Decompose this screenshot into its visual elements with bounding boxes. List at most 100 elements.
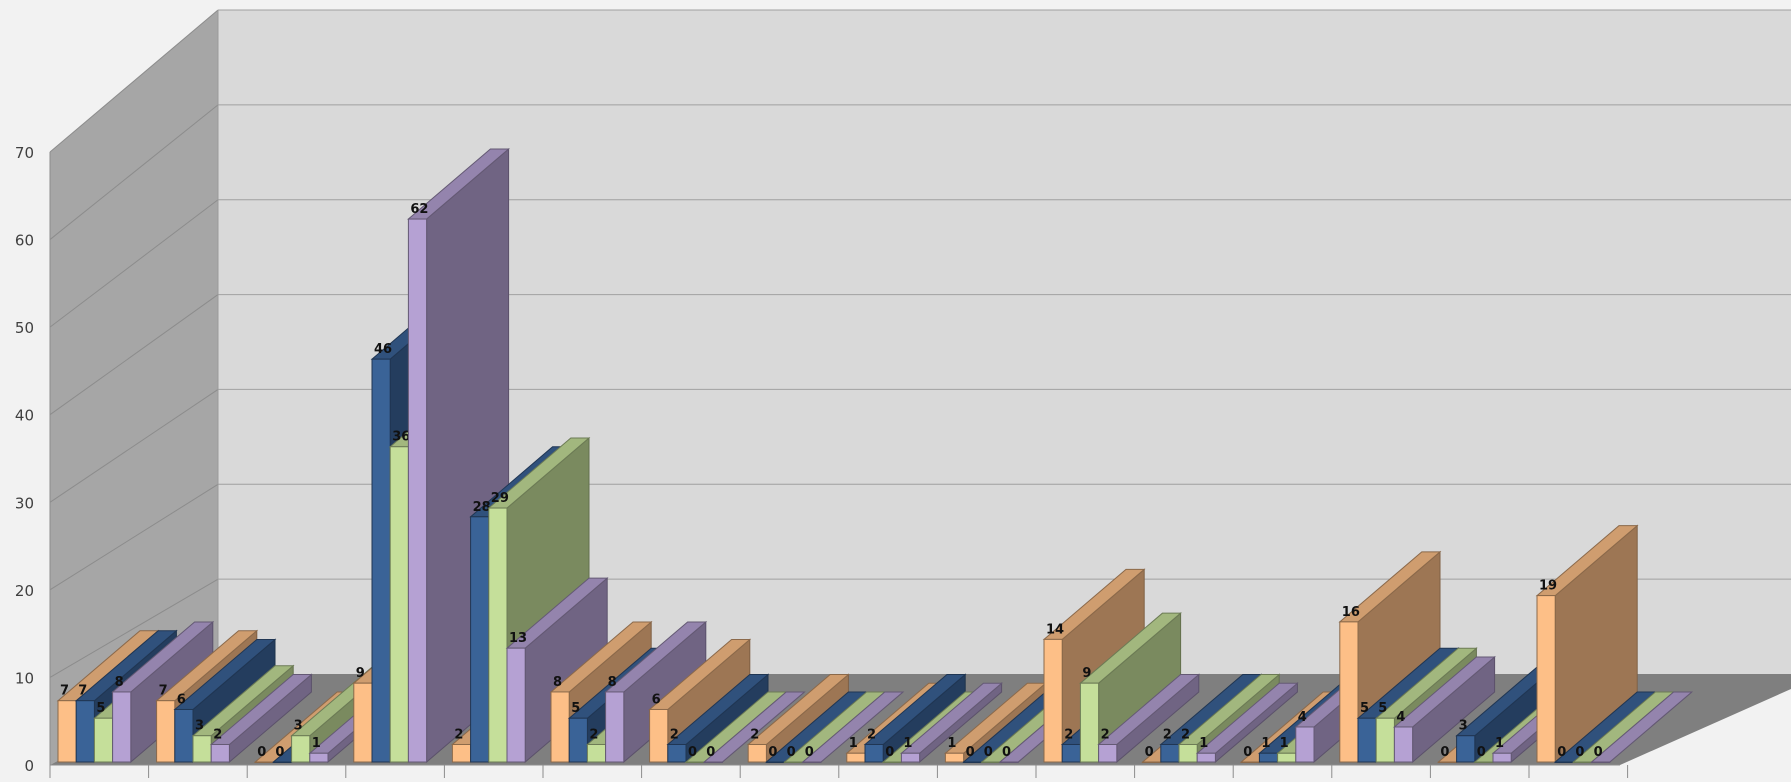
bar-label: 8 — [115, 675, 124, 690]
bar-label: 3 — [195, 719, 204, 734]
bar-label: 2 — [1064, 727, 1073, 742]
bar — [1339, 621, 1359, 763]
bar-label: 16 — [1342, 605, 1360, 620]
bar-label: 13 — [509, 631, 527, 646]
bar-label: 0 — [1575, 745, 1584, 760]
bar — [1393, 726, 1414, 763]
bar-label: 2 — [1163, 727, 1172, 742]
bar-label: 8 — [608, 675, 617, 690]
bar — [1061, 743, 1081, 763]
bar-label: 7 — [159, 684, 168, 699]
bar-label: 7 — [60, 684, 69, 699]
bar — [156, 700, 176, 763]
bar — [210, 743, 230, 763]
gridline-side — [49, 294, 219, 416]
bar — [1357, 717, 1377, 763]
bar-label: 36 — [392, 430, 410, 445]
bar-label: 0 — [1243, 745, 1252, 760]
bar — [451, 743, 472, 763]
bar — [999, 761, 1019, 763]
bar — [1098, 743, 1118, 763]
bar — [174, 708, 194, 763]
bar — [963, 761, 983, 763]
gridline-side — [49, 104, 219, 240]
bar-label: 9 — [356, 666, 365, 681]
gridline-side — [49, 9, 219, 153]
bar-label: 46 — [374, 342, 392, 357]
bar — [1437, 761, 1458, 763]
bar-label: 0 — [1145, 745, 1154, 760]
bar — [864, 743, 884, 763]
bar-label: 29 — [491, 491, 509, 506]
bar — [685, 761, 705, 763]
bar — [1043, 638, 1063, 763]
bar-label: 14 — [1046, 622, 1064, 637]
bar — [57, 700, 77, 763]
bar — [586, 743, 607, 763]
bar-label: 3 — [294, 719, 303, 734]
bar-label: 0 — [1594, 745, 1603, 760]
bar — [407, 218, 428, 763]
bar — [1196, 752, 1216, 763]
bar-label: 2 — [1101, 727, 1110, 742]
y-tick-label: 10 — [15, 669, 34, 687]
bar — [1142, 761, 1162, 763]
bar — [1536, 595, 1556, 763]
bar — [846, 752, 866, 763]
bar-label: 62 — [410, 202, 428, 217]
bar-label: 0 — [257, 745, 266, 760]
bar-label: 1 — [312, 736, 321, 751]
bar-label: 0 — [1440, 745, 1449, 760]
bar-label: 2 — [1181, 727, 1190, 742]
bar-label: 0 — [1477, 745, 1486, 760]
bar-label: 0 — [688, 745, 697, 760]
bar — [1079, 682, 1100, 763]
bar-label: 3 — [1459, 719, 1468, 734]
bar-label: 2 — [454, 727, 463, 742]
bar — [1178, 743, 1198, 763]
bar-label: 0 — [966, 745, 975, 760]
bar — [1572, 761, 1593, 763]
bar-label: 0 — [984, 745, 993, 760]
bar-label: 8 — [553, 675, 562, 690]
bar — [900, 752, 921, 763]
bar — [1240, 761, 1260, 763]
bar-label: 5 — [1378, 701, 1387, 716]
gridline-side — [49, 199, 219, 328]
bar — [112, 691, 132, 763]
bar — [309, 752, 329, 763]
y-tick-label: 40 — [15, 407, 34, 425]
bar-label: 1 — [1261, 736, 1270, 751]
bar — [93, 717, 114, 763]
bar — [1277, 752, 1297, 763]
bar-label: 0 — [706, 745, 715, 760]
bar — [506, 647, 526, 763]
side-wall — [50, 10, 218, 765]
bar — [1554, 761, 1574, 763]
gridline-side — [49, 389, 219, 503]
bar-label: 0 — [768, 745, 777, 760]
bar — [470, 516, 490, 763]
bar — [353, 682, 373, 763]
bar-label: 2 — [750, 727, 759, 742]
bar-label: 1 — [947, 736, 956, 751]
bar — [649, 708, 669, 763]
bar-label: 0 — [275, 745, 284, 760]
bar — [1295, 726, 1315, 763]
y-tick-label: 50 — [15, 319, 34, 337]
bar — [802, 761, 822, 763]
bar-label: 4 — [1396, 710, 1405, 725]
bar-label: 0 — [885, 745, 894, 760]
bar — [703, 761, 723, 763]
bar — [882, 761, 902, 763]
bar — [1474, 761, 1494, 763]
bar-label: 5 — [571, 701, 580, 716]
bar — [1258, 752, 1279, 763]
y-tick-label: 30 — [15, 494, 34, 512]
bar — [192, 735, 212, 763]
bar-label: 1 — [1495, 736, 1504, 751]
bar-label: 0 — [1002, 745, 1011, 760]
y-tick-label: 70 — [15, 144, 34, 162]
